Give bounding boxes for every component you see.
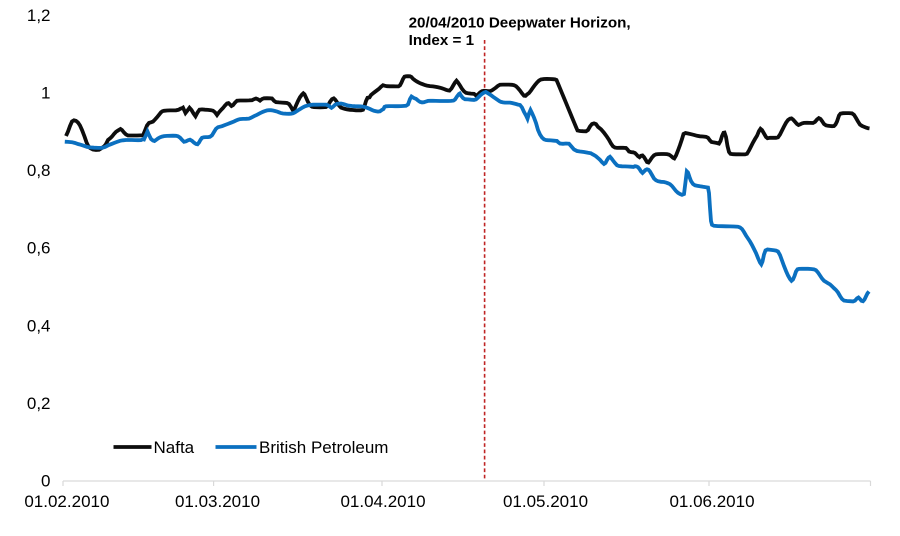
svg-text:0,2: 0,2	[27, 394, 51, 413]
svg-text:01.06.2010: 01.06.2010	[669, 492, 754, 511]
svg-text:0,6: 0,6	[27, 239, 51, 258]
svg-text:0,8: 0,8	[27, 161, 51, 180]
svg-text:20/04/2010 Deepwater Horizon,: 20/04/2010 Deepwater Horizon,	[409, 15, 631, 32]
svg-text:British Petroleum: British Petroleum	[259, 438, 388, 457]
svg-text:0,4: 0,4	[27, 316, 51, 335]
svg-text:0: 0	[41, 472, 50, 491]
svg-text:01.04.2010: 01.04.2010	[340, 492, 425, 511]
svg-text:01.05.2010: 01.05.2010	[503, 492, 588, 511]
svg-text:01.03.2010: 01.03.2010	[175, 492, 260, 511]
svg-text:Index = 1: Index = 1	[409, 32, 475, 49]
svg-text:1: 1	[41, 84, 50, 103]
svg-text:01.02.2010: 01.02.2010	[24, 492, 109, 511]
svg-text:Nafta: Nafta	[154, 438, 195, 457]
svg-text:1,2: 1,2	[27, 6, 51, 25]
